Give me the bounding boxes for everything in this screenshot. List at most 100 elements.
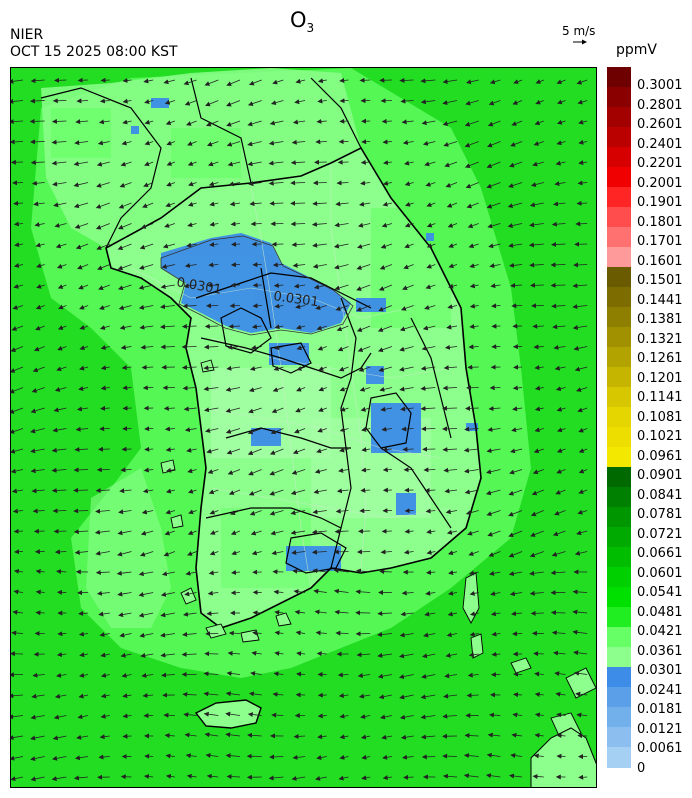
wind-arrow (467, 223, 479, 229)
wind-arrow (78, 631, 89, 637)
wind-arrow (467, 530, 479, 536)
wind-arrow (425, 284, 436, 290)
wind-arrow (144, 161, 154, 167)
wind-arrow (312, 242, 327, 248)
wind-arrow (248, 469, 262, 476)
wind-arrow (404, 243, 414, 249)
wind-arrow (271, 550, 284, 556)
wind-arrow (292, 568, 306, 574)
wind-arrow (206, 448, 219, 454)
wind-arrow (181, 364, 197, 370)
wind-arrow (30, 448, 45, 454)
wind-arrow (138, 612, 154, 618)
wind-arrow (186, 447, 197, 453)
wind-arrow (512, 712, 523, 718)
wind-arrow (314, 468, 327, 474)
wind-arrow (404, 222, 414, 228)
contour-0301 (160, 235, 354, 336)
legend-label: 0.1801 (637, 214, 683, 230)
wind-reference: 5 m/s (548, 24, 608, 54)
wind-arrow (249, 510, 262, 516)
wind-arrow (79, 325, 89, 330)
wind-arrow (530, 282, 544, 288)
wind-arrow (448, 590, 458, 596)
wind-arrow (247, 161, 262, 167)
wind-arrow (182, 631, 197, 637)
wind-arrow (509, 773, 523, 779)
wind-arrow (382, 201, 392, 207)
wind-arrow (487, 427, 501, 432)
wind-arrow (100, 77, 110, 83)
legend-swatch (607, 367, 631, 388)
wind-arrow (378, 284, 393, 291)
wind-arrow (399, 366, 414, 372)
wind-arrow (448, 283, 458, 289)
wind-arrow (99, 734, 110, 740)
legend-label: 0.1381 (637, 312, 683, 327)
legend-label: 0.1321 (637, 331, 683, 347)
wind-arrow (97, 140, 110, 146)
wind-arrow (225, 753, 241, 759)
wind-arrow (508, 489, 523, 496)
legend-label: 0.0781 (637, 507, 683, 522)
wind-arrow (119, 182, 132, 188)
wind-arrow (11, 714, 24, 720)
wind-arrow (317, 345, 327, 351)
wind-arrow (160, 652, 175, 658)
wind-arrow (339, 77, 349, 83)
wind-arrow (578, 160, 588, 166)
legend-swatch (607, 467, 631, 488)
wind-arrow (446, 529, 458, 535)
wind-arrow (292, 262, 306, 268)
legend-label: 0.0121 (637, 721, 683, 737)
wind-arrow (529, 222, 544, 228)
wind-arrow (185, 570, 197, 576)
wind-arrow (488, 406, 501, 412)
wind-arrow (95, 508, 110, 514)
province-boundaries (40, 77, 482, 629)
wind-arrow (469, 631, 479, 637)
wind-arrow (509, 262, 523, 268)
wind-arrow (556, 468, 566, 474)
wind-arrow (207, 590, 219, 596)
wind-arrow (448, 570, 458, 576)
wind-arrow (551, 630, 566, 636)
wind-arrow (380, 549, 392, 555)
wind-arrow (555, 386, 566, 392)
wind-arrow (73, 775, 89, 781)
wind-arrow (273, 671, 284, 677)
wind-arrow (247, 428, 262, 435)
wind-arrow (316, 755, 327, 760)
legend-label: 0.1441 (637, 292, 683, 308)
wind-arrow (556, 427, 566, 433)
wind-arrow (317, 427, 327, 433)
wind-arrow (469, 323, 479, 329)
wind-arrow (51, 118, 67, 124)
wind-arrow (183, 79, 197, 86)
wind-arrow (443, 467, 458, 473)
wind-arrow (209, 530, 219, 535)
wind-arrow (311, 221, 327, 227)
legend-swatch (607, 667, 631, 688)
wind-arrow (295, 407, 306, 413)
wind-arrow (207, 282, 219, 288)
wind-arrow (336, 325, 349, 332)
wind-arrow (448, 263, 458, 269)
wind-arrow (530, 530, 544, 537)
wind-arrow (556, 140, 566, 146)
wind-arrow (165, 753, 175, 759)
wind-arrow (556, 448, 566, 453)
wind-arrow (209, 221, 219, 227)
wind-arrow (491, 651, 501, 657)
forecast-datetime: OCT 15 2025 08:00 KST (10, 44, 178, 60)
wind-arrow (442, 120, 458, 126)
wind-arrow (357, 222, 371, 228)
wind-arrow (142, 202, 154, 208)
wind-arrow (404, 528, 414, 534)
wind-arrow (380, 714, 392, 720)
wind-arrow (79, 672, 89, 678)
legend-label: 0.0721 (637, 526, 683, 542)
wind-arrow (512, 631, 523, 637)
wind-arrow (181, 344, 197, 350)
chart-title: O3 (290, 8, 315, 36)
